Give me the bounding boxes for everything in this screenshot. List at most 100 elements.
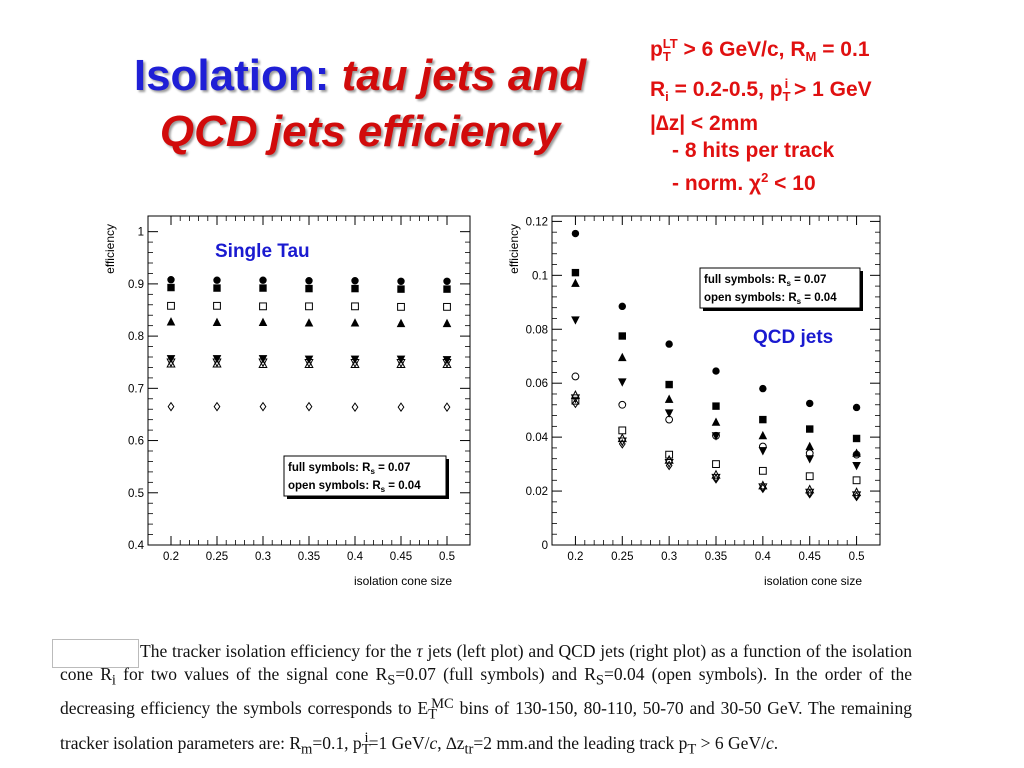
legend-entry: full symbols: Rs = 0.07 xyxy=(704,274,826,288)
data-point-diamond-open xyxy=(351,402,359,413)
param-line-chi2: - norm. χ2 < 10 xyxy=(672,170,816,196)
data-point-triangle-up-open xyxy=(396,359,406,369)
data-point-square-open xyxy=(167,301,175,310)
data-point-triangle-down-open xyxy=(617,437,627,447)
legend-entry: open symbols: Rs = 0.04 xyxy=(288,480,421,494)
data-point-triangle-down-filled xyxy=(664,409,674,418)
data-point-square-filled xyxy=(806,425,814,433)
data-point-circle-open xyxy=(805,449,814,458)
x-tick-label: 0.5 xyxy=(849,551,865,563)
data-point-circle-filled xyxy=(167,276,175,284)
x-tick-label: 0.25 xyxy=(206,551,228,563)
plot-legend: full symbols: Rs = 0.07 open symbols: Rs … xyxy=(283,455,449,499)
data-point-circle-open xyxy=(571,372,580,381)
plot-legend: full symbols: Rs = 0.07 open symbols: Rs … xyxy=(699,267,863,311)
caption-placeholder-box xyxy=(52,639,139,668)
data-point-triangle-up-filled xyxy=(852,448,861,457)
data-point-square-open xyxy=(443,302,451,311)
data-point-square-filled xyxy=(443,285,451,293)
data-point-triangle-down-filled xyxy=(805,455,815,464)
data-point-triangle-up-filled xyxy=(758,430,768,440)
data-point-triangle-up-filled xyxy=(396,318,406,328)
data-point-triangle-up-filled xyxy=(571,278,580,287)
data-point-square-open xyxy=(852,476,861,485)
data-point-diamond-open xyxy=(712,474,720,484)
y-tick-label: 0.8 xyxy=(128,331,144,343)
y-tick-label: 0.5 xyxy=(128,488,144,500)
figure-caption: The tracker isolation efficiency for the… xyxy=(60,640,912,761)
x-tick-label: 0.3 xyxy=(661,551,677,563)
data-point-circle-filled xyxy=(852,403,861,412)
x-axis-label: isolation cone size xyxy=(764,574,862,588)
title-part-tau: tau jets and xyxy=(341,51,587,100)
y-tick-label: 0.4 xyxy=(128,540,145,552)
legend-entry: open symbols: Rs = 0.04 xyxy=(704,292,837,306)
tau-efficiency-plot: 0.2 0.25 0.3 0.35 0.4 0.45 0.5 0.4 0.5 0.6 0.7 0.8 0… xyxy=(92,208,472,593)
x-axis-label: isolation cone size xyxy=(354,574,452,588)
data-point-square-open xyxy=(397,302,405,311)
data-point-triangle-up-filled xyxy=(805,441,815,451)
data-point-diamond-open xyxy=(397,402,405,413)
data-point-square-open xyxy=(305,302,313,311)
x-tick-label: 0.2 xyxy=(567,551,583,563)
x-tick-label: 0.25 xyxy=(611,551,633,563)
data-point-triangle-up-open xyxy=(166,358,176,368)
y-tick-label: 0.7 xyxy=(128,383,144,395)
data-point-circle-filled xyxy=(759,384,767,393)
data-point-square-filled xyxy=(305,284,313,293)
single-tau-label: Single Tau xyxy=(215,241,310,262)
data-point-square-open xyxy=(618,426,627,435)
x-tick-label: 0.5 xyxy=(439,551,455,563)
data-point-diamond-open xyxy=(759,483,767,494)
data-point-triangle-down-filled xyxy=(617,378,627,387)
data-point-square-filled xyxy=(712,402,720,410)
x-tick-label: 0.4 xyxy=(755,551,772,563)
data-point-circle-filled xyxy=(259,276,267,284)
data-point-square-filled xyxy=(852,434,861,443)
data-point-triangle-up-filled xyxy=(664,394,674,403)
data-point-triangle-up-filled xyxy=(711,417,721,426)
data-point-square-filled xyxy=(167,283,175,292)
data-point-square-filled xyxy=(351,284,359,293)
data-point-diamond-open xyxy=(305,401,313,412)
legend-entry: full symbols: Rs = 0.07 xyxy=(288,462,410,476)
data-point-square-open xyxy=(259,302,267,311)
data-point-diamond-open xyxy=(853,491,860,502)
data-point-diamond-open xyxy=(572,398,579,409)
data-point-square-filled xyxy=(213,284,221,292)
y-tick-label: 0.08 xyxy=(526,324,548,336)
x-tick-label: 0.4 xyxy=(347,551,364,563)
data-point-triangle-up-open xyxy=(758,480,768,490)
data-point-circle-filled xyxy=(712,367,720,375)
y-tick-label: 0.02 xyxy=(526,486,548,498)
data-point-square-filled xyxy=(397,285,405,293)
data-point-circle-filled xyxy=(351,277,359,285)
y-tick-label: 0.9 xyxy=(128,279,144,291)
title-part-qcd: QCD jets efficiency xyxy=(159,107,561,156)
data-point-triangle-up-filled xyxy=(350,318,360,327)
data-point-circle-open xyxy=(852,450,861,459)
data-point-triangle-down-filled xyxy=(571,316,580,325)
param-line-hits: - 8 hits per track xyxy=(672,139,835,163)
data-point-square-filled xyxy=(571,268,580,277)
data-point-circle-filled xyxy=(806,399,814,408)
x-tick-label: 0.35 xyxy=(298,551,320,563)
data-point-triangle-up-filled xyxy=(617,352,627,362)
data-point-square-filled xyxy=(665,380,673,389)
y-tick-label: 0.04 xyxy=(526,432,549,444)
data-point-square-filled xyxy=(759,415,767,424)
y-tick-label: 0 xyxy=(542,540,548,552)
y-tick-label: 0.6 xyxy=(128,436,144,448)
caption-text: The tracker isolation efficiency for the… xyxy=(60,641,912,758)
x-tick-label: 0.3 xyxy=(255,551,271,563)
data-point-square-open xyxy=(213,301,221,310)
data-point-diamond-open xyxy=(443,402,451,413)
param-line-pt-lt: pTLT > 6 GeV/c, RM = 0.1 xyxy=(650,36,870,65)
y-tick-label: 0.06 xyxy=(526,378,548,390)
data-point-square-filled xyxy=(259,284,267,292)
y-axis-label: efficiency xyxy=(507,224,521,274)
legend-box xyxy=(699,267,861,309)
data-point-square-open xyxy=(665,450,674,459)
data-point-square-open xyxy=(758,466,767,475)
data-point-diamond-open xyxy=(618,439,626,449)
